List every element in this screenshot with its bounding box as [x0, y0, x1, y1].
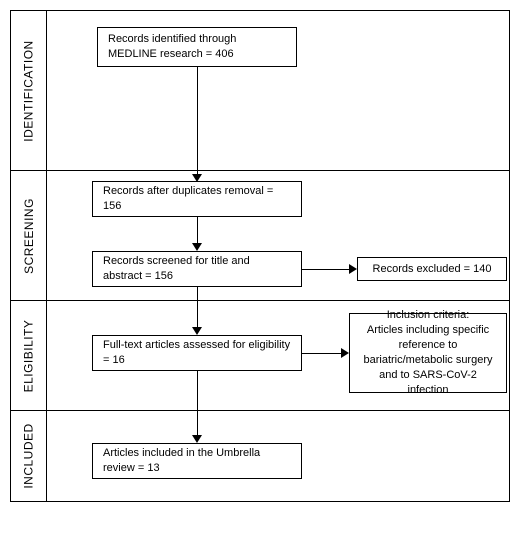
section-label: SCREENING [22, 198, 36, 274]
arrow [197, 301, 198, 328]
box-after-duplicates: Records after duplicates removal = 156 [92, 181, 302, 217]
box-text: Records identified through MEDLINE resea… [108, 32, 286, 62]
arrow [197, 217, 198, 245]
arrow-head-icon [349, 264, 357, 274]
row-included: INCLUDED Articles included in the Umbrel… [11, 411, 509, 501]
section-label-cell: ELIGIBILITY [11, 301, 47, 410]
arrow-head-icon [341, 348, 349, 358]
row-screening: SCREENING Records after duplicates remov… [11, 171, 509, 301]
section-label-cell: SCREENING [11, 171, 47, 300]
box-text: Inclusion criteria: Articles including s… [360, 308, 496, 397]
arrow-head-icon [192, 327, 202, 335]
arrow [197, 67, 198, 171]
arrow [302, 269, 350, 270]
box-screened: Records screened for title and abstract … [92, 251, 302, 287]
section-label: INCLUDED [22, 423, 36, 488]
box-inclusion-criteria: Inclusion criteria: Articles including s… [349, 313, 507, 393]
arrow [197, 411, 198, 436]
section-content: Full-text articles assessed for eligibil… [47, 301, 509, 410]
box-text: Articles included in the Umbrella review… [103, 446, 291, 476]
arrow-head-icon [192, 243, 202, 251]
section-content: Articles included in the Umbrella review… [47, 411, 509, 501]
box-records-identified: Records identified through MEDLINE resea… [97, 27, 297, 67]
arrow-head-icon [192, 435, 202, 443]
box-fulltext-assessed: Full-text articles assessed for eligibil… [92, 335, 302, 371]
row-eligibility: ELIGIBILITY Full-text articles assessed … [11, 301, 509, 411]
arrow [197, 371, 198, 411]
row-identification: IDENTIFICATION Records identified throug… [11, 11, 509, 171]
section-label-cell: INCLUDED [11, 411, 47, 501]
box-text: Full-text articles assessed for eligibil… [103, 338, 291, 368]
section-label: ELIGIBILITY [22, 319, 36, 392]
box-excluded: Records excluded = 140 [357, 257, 507, 281]
section-content: Records after duplicates removal = 156 R… [47, 171, 509, 300]
box-included: Articles included in the Umbrella review… [92, 443, 302, 479]
box-text: Records after duplicates removal = 156 [103, 184, 291, 214]
section-label: IDENTIFICATION [22, 40, 36, 141]
arrow [197, 287, 198, 301]
section-content: Records identified through MEDLINE resea… [47, 11, 509, 170]
prisma-flowchart: IDENTIFICATION Records identified throug… [10, 10, 510, 502]
arrow [302, 353, 342, 354]
box-text: Records excluded = 140 [373, 262, 492, 277]
section-label-cell: IDENTIFICATION [11, 11, 47, 170]
box-text: Records screened for title and abstract … [103, 254, 291, 284]
